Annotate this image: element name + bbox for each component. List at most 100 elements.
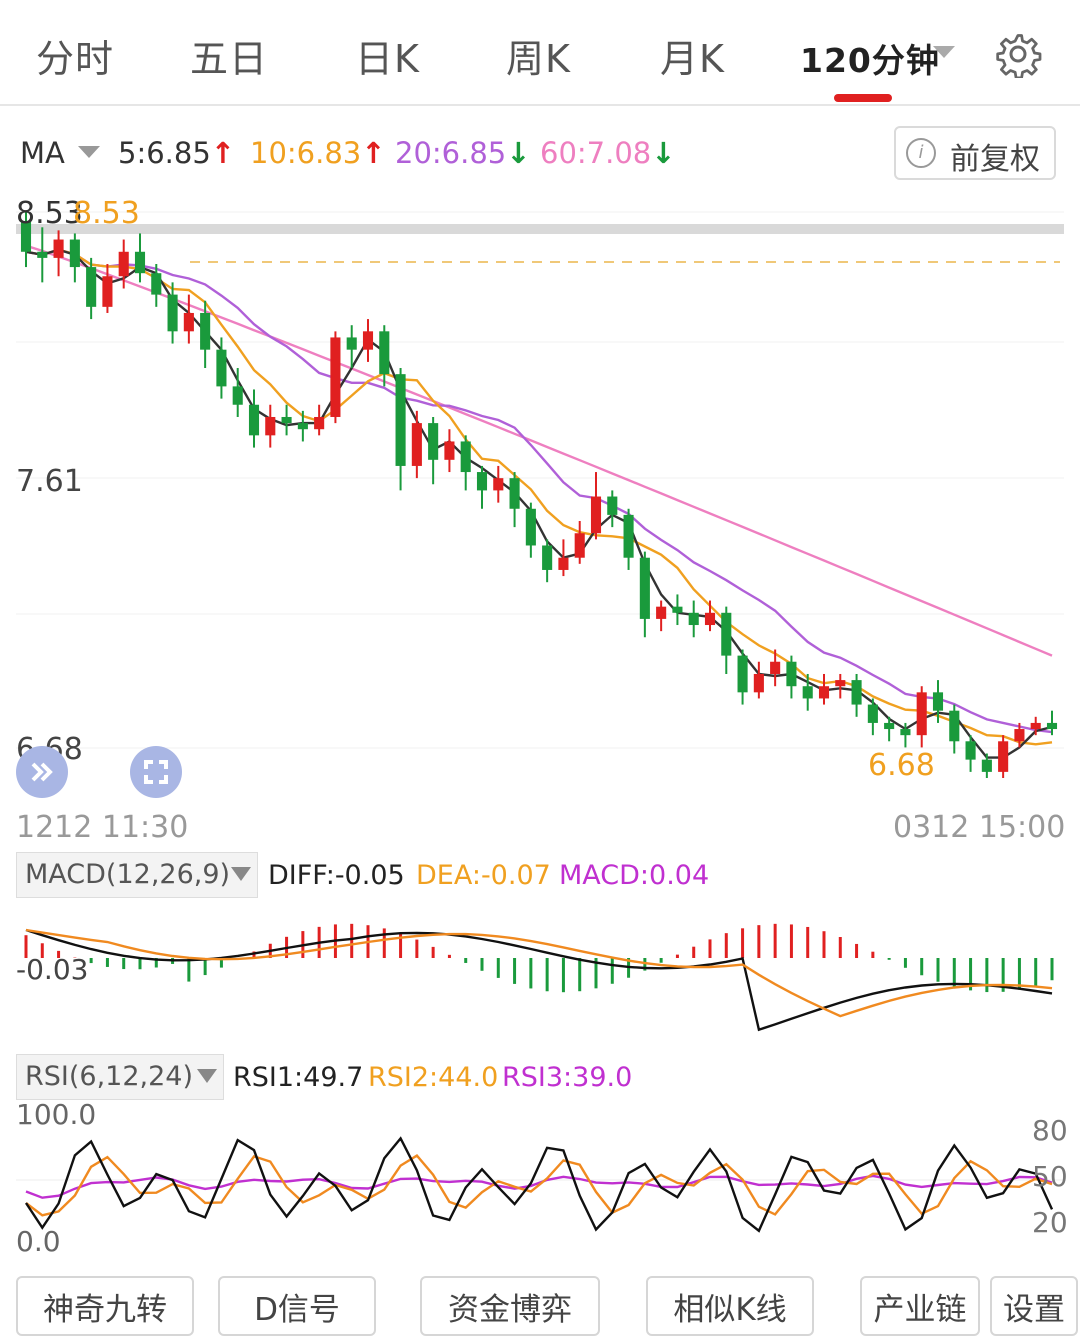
candle-body: [981, 759, 992, 772]
candle-body: [1046, 722, 1058, 730]
similar-kline-button[interactable]: 相似K线: [646, 1276, 814, 1336]
tab-five-day[interactable]: 五日: [190, 37, 269, 81]
price-max-label-right: 8.53: [73, 196, 140, 231]
candle-body: [69, 239, 80, 268]
macd-value: MACD:0.04: [559, 860, 710, 891]
expand-left-icon[interactable]: [16, 746, 68, 798]
start-time-label: 1212 11:30: [16, 810, 189, 845]
gear-icon[interactable]: [994, 30, 1042, 80]
candle-body: [314, 416, 325, 430]
candle-body: [818, 686, 830, 699]
rsi-right-label-50: 50: [1032, 1160, 1068, 1193]
candle-body: [183, 312, 194, 332]
candle-body: [542, 545, 553, 570]
ma-selector[interactable]: MA: [20, 136, 65, 170]
tab-daily-k[interactable]: 日K: [355, 37, 420, 81]
ma60-line: [25, 244, 1053, 657]
candle-body: [265, 416, 276, 436]
ma-value-2: 20:6.85↓: [395, 136, 531, 170]
chevron-down-icon[interactable]: [78, 146, 100, 158]
candle-body: [395, 374, 406, 466]
macd-dea-line: [25, 928, 1053, 1018]
rsi-bottom-label: 0.0: [16, 1225, 61, 1258]
candle-body: [932, 692, 944, 711]
candle-body: [721, 612, 732, 656]
chevron-down-icon: [197, 1069, 217, 1083]
rsi3-value: RSI3:39.0: [502, 1062, 633, 1093]
macd-diff-line: [25, 928, 1053, 1032]
candle-body: [704, 612, 716, 626]
chevron-down-icon[interactable]: [933, 46, 955, 58]
tab-120-minute[interactable]: 120分钟: [800, 41, 940, 80]
candle-body: [134, 251, 146, 274]
candle-body: [884, 722, 895, 730]
candle-body: [639, 557, 650, 619]
candle-body: [525, 508, 536, 546]
d-signal-button[interactable]: D信号: [218, 1276, 376, 1336]
ma-value-1: 10:6.83↑: [250, 136, 386, 170]
candle-body: [346, 337, 357, 350]
ma-value-3: 60:7.08↓: [540, 136, 676, 170]
tab-weekly-k[interactable]: 周K: [506, 37, 571, 81]
candle-body: [493, 478, 504, 491]
max-price-band: [16, 224, 1064, 234]
price-mid-label: 7.61: [16, 464, 83, 499]
ma-value-0: 5:6.85↑: [118, 136, 236, 170]
period-tab-bar: 分时 五日 日K 周K 月K 120分钟: [0, 0, 1080, 106]
macd-selector[interactable]: MACD(12,26,9): [16, 852, 258, 898]
candle-body: [428, 423, 439, 460]
tab-monthly-k[interactable]: 月K: [660, 37, 725, 81]
candle-body: [770, 661, 781, 674]
candle-body: [900, 729, 911, 736]
candle-body: [851, 680, 862, 705]
candle-body: [86, 267, 97, 307]
capital-game-button[interactable]: 资金博弈: [420, 1276, 600, 1336]
candle-body: [411, 423, 422, 466]
candle-body: [20, 221, 32, 252]
candle-body: [1030, 722, 1041, 730]
fullscreen-icon[interactable]: [130, 746, 182, 798]
rsi-right-label-20: 20: [1032, 1206, 1068, 1239]
tab-intraday[interactable]: 分时: [36, 37, 115, 81]
candle-body: [623, 514, 634, 558]
candle-body: [53, 239, 64, 258]
candle-body: [737, 655, 748, 693]
industry-chain-button[interactable]: 产业链: [860, 1276, 980, 1336]
candle-body: [965, 741, 976, 760]
candle-body: [151, 273, 162, 295]
active-tab-indicator: [834, 94, 892, 102]
candle-body: [558, 557, 569, 570]
candle-body: [330, 337, 341, 417]
price-max-label-left: 8.53: [16, 196, 83, 231]
rsi2-line: [25, 1154, 1053, 1217]
rsi-right-label-80: 80: [1032, 1114, 1068, 1147]
candle-body: [590, 496, 602, 534]
rsi-selector[interactable]: RSI(6,12,24): [16, 1054, 224, 1100]
candle-body: [444, 441, 455, 460]
candle-body: [37, 251, 48, 258]
adjust-button[interactable]: i 前复权: [894, 126, 1056, 180]
candle-body: [688, 612, 699, 626]
candle-body: [118, 251, 129, 277]
magic-nine-turn-button[interactable]: 神奇九转: [16, 1276, 194, 1336]
rsi-top-label: 100.0: [16, 1098, 97, 1131]
ma5-line: [25, 248, 1053, 759]
candle-body: [835, 680, 846, 687]
candle-body: [867, 704, 878, 723]
macd-selector-label: MACD(12,26,9): [25, 859, 231, 890]
candle-body: [102, 276, 113, 307]
candle-body: [167, 294, 178, 332]
macd-dea-value: DEA:-0.07: [416, 860, 551, 891]
macd-axis-label: -0.03: [16, 953, 89, 986]
candle-body: [460, 441, 471, 473]
candle-body: [656, 606, 667, 619]
candle-body: [362, 331, 374, 350]
candle-body: [786, 661, 797, 687]
rsi1-line: [24, 1136, 1054, 1233]
settings-button[interactable]: 设置: [990, 1276, 1078, 1336]
info-icon: i: [906, 138, 936, 168]
end-time-label: 0312 15:00: [893, 810, 1066, 845]
adjust-button-label: 前复权: [950, 142, 1040, 177]
candle-body: [281, 416, 292, 424]
